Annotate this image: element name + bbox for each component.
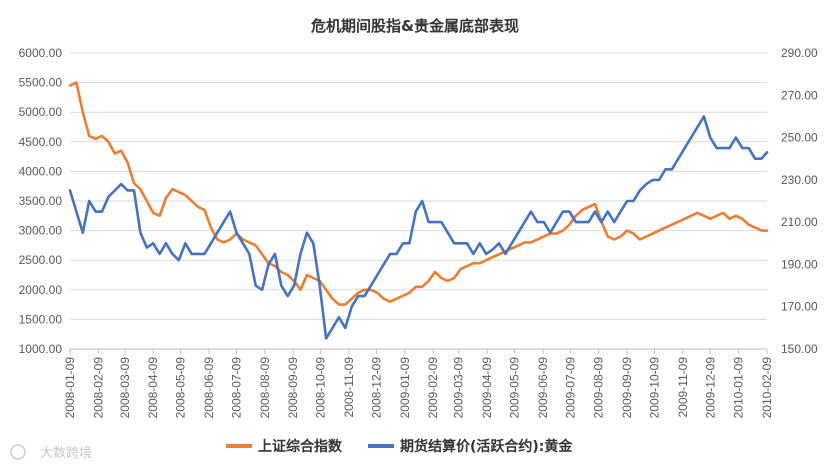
- x-tick-label: 2009-05-09: [508, 357, 522, 419]
- x-tick-label: 2008-03-09: [118, 357, 132, 419]
- x-tick-label: 2008-04-09: [146, 357, 160, 419]
- gridlines: [70, 52, 767, 350]
- series-lines: [68, 81, 769, 340]
- y-right-tick-label: 290.00: [781, 46, 818, 60]
- y-left-tick-label: 2500.00: [19, 253, 63, 267]
- x-tick-label: 2009-01-09: [398, 357, 412, 419]
- x-tick-label: 2008-08-09: [258, 357, 272, 419]
- y-left-tick-label: 4000.00: [19, 164, 63, 178]
- x-tick-label: 2009-09-09: [620, 357, 634, 419]
- y-left-tick-label: 3000.00: [19, 224, 63, 238]
- y-left-tick-label: 4500.00: [19, 135, 63, 149]
- x-tick-label: 2009-04-09: [480, 357, 494, 419]
- x-tick-label: 2009-10-09: [647, 357, 661, 419]
- x-tick-label: 2008-02-09: [91, 357, 105, 419]
- watermark-text: 大数跨境: [40, 446, 92, 461]
- x-tick-label: 2009-11-09: [676, 357, 690, 418]
- x-tick-label: 2008-10-09: [314, 357, 328, 419]
- y-left-axis: 1000.00 1500.00 2000.00 2500.00 3000.00 3500.…: [19, 46, 63, 356]
- y-right-tick-label: 210.00: [781, 215, 818, 229]
- x-tick-label: 2008-12-09: [369, 357, 383, 419]
- y-right-tick-label: 270.00: [781, 88, 818, 102]
- y-right-axis: 150.00 170.00 190.00 210.00 230.00 250.00 270.…: [781, 46, 818, 356]
- x-axis: 2008-01-09 2008-02-09 2008-03-09 2008-04-09…: [63, 348, 774, 419]
- y-left-tick-label: 3500.00: [19, 194, 63, 208]
- watermark-logo-icon: [10, 444, 26, 460]
- legend-label-shanghai: 上证综合指数: [258, 438, 343, 455]
- x-tick-label: 2010-01-09: [732, 357, 746, 419]
- y-right-tick-label: 230.00: [781, 173, 818, 187]
- y-left-tick-label: 5000.00: [19, 105, 63, 119]
- y-left-tick-label: 5500.00: [19, 76, 63, 90]
- x-tick-label: 2008-07-09: [229, 357, 243, 419]
- x-tick-label: 2008-01-09: [63, 357, 77, 419]
- y-right-tick-label: 170.00: [781, 300, 818, 314]
- x-tick-label: 2008-11-09: [342, 357, 356, 418]
- y-left-tick-label: 1500.00: [19, 312, 63, 326]
- legend-label-gold: 期货结算价(活跃合约):黄金: [400, 438, 573, 455]
- x-tick-label: 2009-07-09: [563, 357, 577, 419]
- watermark: 大数跨境: [10, 444, 92, 461]
- x-tick-label: 2009-12-09: [703, 357, 717, 419]
- y-right-tick-label: 190.00: [781, 257, 818, 271]
- series-line-gold: [68, 115, 769, 340]
- x-tick-label: 2010-02-09: [760, 357, 774, 419]
- y-left-tick-label: 1000.00: [19, 342, 63, 356]
- y-left-tick-label: 6000.00: [19, 46, 63, 60]
- x-tick-label: 2008-09-09: [286, 357, 300, 419]
- x-tick-label: 2009-08-09: [592, 357, 606, 419]
- x-tick-label: 2008-06-09: [202, 357, 216, 419]
- y-right-tick-label: 150.00: [781, 342, 818, 356]
- x-tick-label: 2008-05-09: [174, 357, 188, 419]
- x-tick-label: 2009-06-09: [536, 357, 550, 419]
- y-left-tick-label: 2000.00: [19, 283, 63, 297]
- legend: 上证综合指数 期货结算价(活跃合约):黄金: [226, 438, 573, 455]
- y-right-tick-label: 250.00: [781, 131, 818, 145]
- chart-title: 危机期间股指&贵金属底部表现: [311, 17, 519, 35]
- x-tick-label: 2009-03-09: [452, 357, 466, 419]
- series-line-shanghai: [68, 81, 769, 306]
- x-tick-label: 2009-02-09: [426, 357, 440, 419]
